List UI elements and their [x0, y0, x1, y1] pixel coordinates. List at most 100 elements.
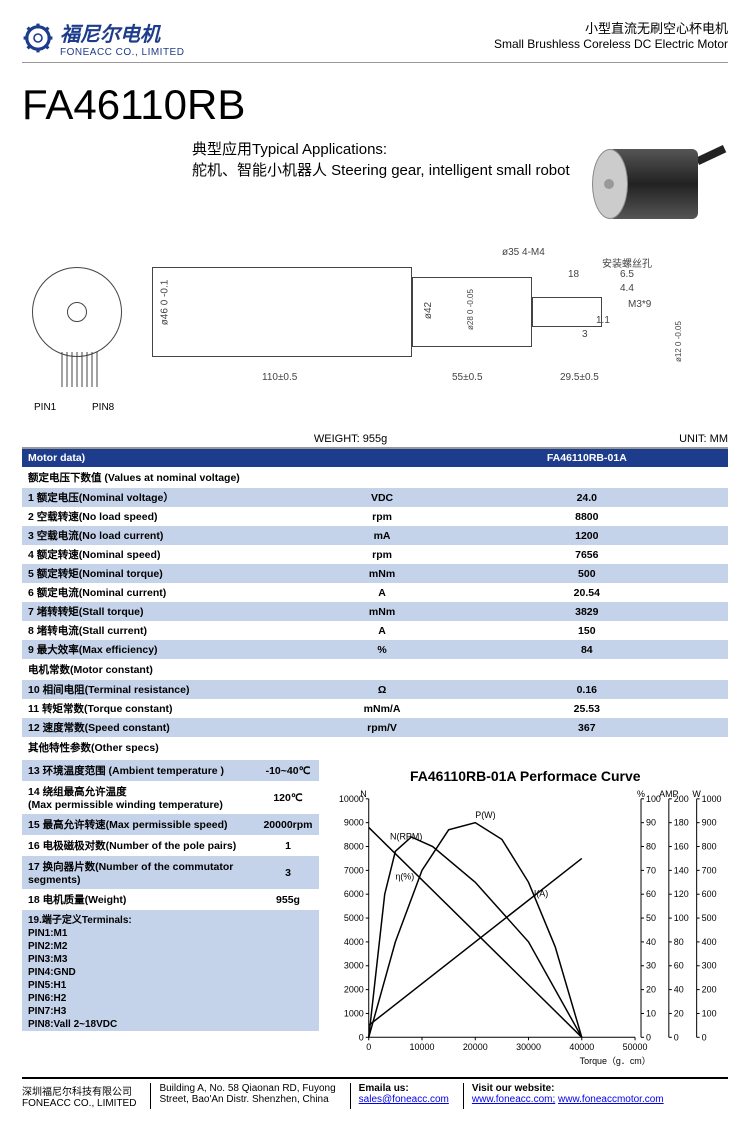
table-header-0: Motor data): [22, 449, 319, 467]
svg-text:100: 100: [701, 1008, 716, 1018]
dim-d18: 18: [568, 269, 579, 280]
applications-text: 典型应用Typical Applications: 舵机、智能小机器人 Stee…: [192, 139, 578, 181]
svg-text:N(RPM): N(RPM): [390, 831, 422, 841]
dim-d44: 4.4: [620, 283, 634, 294]
footer-company-cn: 深圳福尼尔科技有限公司: [22, 1083, 136, 1098]
table-header-2: FA46110RB-01A: [446, 449, 728, 467]
footer-web1-link[interactable]: www.foneacc.com;: [472, 1094, 555, 1105]
dim-phi42: ø42: [423, 302, 434, 319]
company-name-cn: 福尼尔电机: [60, 18, 184, 47]
svg-text:70: 70: [645, 865, 655, 875]
pin-row: PIN5:H1: [22, 979, 319, 992]
dim-phi46: ø46 0 -0.1: [159, 280, 170, 326]
svg-text:Torque（g．cm）: Torque（g．cm）: [579, 1056, 650, 1066]
svg-text:100: 100: [673, 913, 688, 923]
svg-text:7000: 7000: [343, 865, 363, 875]
table-row: 7 堵转转矩(Stall torque)mNm3829: [22, 602, 728, 621]
dim-d65: 6.5: [620, 269, 634, 280]
table-row: 14 绕组最高允许温度(Max permissible winding temp…: [22, 781, 319, 814]
svg-text:2000: 2000: [343, 985, 363, 995]
dim-phi35: ø35 4-M4: [502, 247, 545, 258]
svg-text:160: 160: [673, 841, 688, 851]
table-row: 12 速度常数(Speed constant)rpm/V367: [22, 718, 728, 737]
footer-email: Emaila us: sales@foneacc.com: [350, 1083, 449, 1109]
svg-text:40: 40: [673, 985, 683, 995]
svg-text:0: 0: [673, 1032, 678, 1042]
footer: 深圳福尼尔科技有限公司 FONEACC CO., LIMITED Buildin…: [22, 1077, 728, 1109]
dim-l295: 29.5±0.5: [560, 372, 599, 383]
motor-photo: [578, 139, 718, 239]
svg-text:90: 90: [645, 818, 655, 828]
svg-text:20: 20: [673, 1008, 683, 1018]
dim-screw: 安装螺丝孔: [602, 255, 652, 270]
svg-text:80: 80: [645, 841, 655, 851]
svg-text:120: 120: [673, 889, 688, 899]
svg-text:N: N: [360, 789, 366, 799]
svg-text:0: 0: [645, 1032, 650, 1042]
logo-block: 福尼尔电机 FONEACC CO., LIMITED: [22, 18, 184, 58]
svg-text:140: 140: [673, 865, 688, 875]
svg-text:500: 500: [701, 913, 716, 923]
svg-text:60: 60: [673, 961, 683, 971]
table-row: 4 额定转速(Nominal speed)rpm7656: [22, 545, 728, 564]
svg-text:30: 30: [645, 961, 655, 971]
svg-text:9000: 9000: [343, 818, 363, 828]
table-row: 8 堵转电流(Stall current)A150: [22, 621, 728, 640]
table-row: 2 空载转速(No load speed)rpm8800: [22, 507, 728, 526]
svg-text:200: 200: [673, 794, 688, 804]
table-row: 11 转矩常数(Torque constant)mNm/A25.53: [22, 699, 728, 718]
dim-d11: 1.1: [596, 315, 610, 326]
svg-text:5000: 5000: [343, 913, 363, 923]
svg-text:80: 80: [673, 937, 683, 947]
table-row: 6 额定电流(Nominal current)A20.54: [22, 583, 728, 602]
product-type-cn: 小型直流无刷空心杯电机: [494, 18, 728, 37]
svg-text:50: 50: [645, 913, 655, 923]
svg-text:η(%): η(%): [395, 872, 414, 882]
weight-label: WEIGHT: 955g: [314, 433, 387, 445]
svg-text:0: 0: [701, 1032, 706, 1042]
pin-row: PIN4:GND: [22, 966, 319, 979]
svg-text:900: 900: [701, 818, 716, 828]
product-title: FA46110RB: [22, 81, 728, 129]
performance-chart: FA46110RB-01A Performace Curve 010002000…: [319, 760, 728, 1071]
technical-drawing: PIN1 PIN8 ø46 0 -0.1 110±0.5 55±0.5 29.5…: [22, 247, 728, 427]
footer-web-label: Visit our website:: [472, 1083, 555, 1094]
applications-value: 舵机、智能小机器人 Steering gear, intelligent sma…: [192, 160, 578, 181]
svg-text:1000: 1000: [701, 794, 721, 804]
svg-text:0: 0: [366, 1042, 371, 1052]
svg-text:1000: 1000: [343, 1008, 363, 1018]
header-product-type: 小型直流无刷空心杯电机 Small Brushless Coreless DC …: [494, 18, 728, 51]
dim-l55: 55±0.5: [452, 372, 483, 383]
section-2: 电机常数(Motor constant): [22, 659, 728, 680]
svg-text:700: 700: [701, 865, 716, 875]
svg-text:60: 60: [645, 889, 655, 899]
dim-l110: 110±0.5: [262, 372, 297, 383]
pin-row: PIN3:M3: [22, 953, 319, 966]
footer-email-link[interactable]: sales@foneacc.com: [359, 1094, 449, 1105]
section-1: 额定电压下数值 (Values at nominal voltage): [22, 467, 728, 488]
footer-website: Visit our website: www.foneacc.com; www.…: [463, 1083, 664, 1109]
svg-text:%: %: [637, 789, 645, 799]
pin-row: PIN1:M1: [22, 927, 319, 940]
table-row: 9 最大效率(Max efficiency)%84: [22, 640, 728, 659]
svg-text:I(A): I(A): [533, 889, 547, 899]
table-row: 15 最高允许转速(Max permissible speed)20000rpm: [22, 814, 319, 835]
dim-phi12: ø12 0 -0.05: [674, 321, 683, 362]
footer-addr2: Street, Bao'An Distr. Shenzhen, China: [159, 1094, 335, 1105]
header: 福尼尔电机 FONEACC CO., LIMITED 小型直流无刷空心杯电机 S…: [22, 18, 728, 63]
svg-text:400: 400: [701, 937, 716, 947]
unit-label: UNIT: MM: [679, 433, 728, 445]
pin-row: PIN8:Vall 2~18VDC: [22, 1018, 319, 1031]
gear-logo-icon: [22, 22, 54, 54]
pin-row: PIN7:H3: [22, 1005, 319, 1018]
table-row: 3 空载电流(No load current)mA1200: [22, 526, 728, 545]
table-row: 16 电极磁极对数(Number of the pole pairs)1: [22, 835, 319, 856]
product-type-en: Small Brushless Coreless DC Electric Mot…: [494, 37, 728, 51]
applications-label: 典型应用Typical Applications:: [192, 139, 578, 160]
chart-title: FA46110RB-01A Performace Curve: [327, 768, 724, 784]
svg-text:8000: 8000: [343, 841, 363, 851]
footer-address: Building A, No. 58 Qiaonan RD, Fuyong St…: [150, 1083, 335, 1109]
table-row: 17 换向器片数(Number of the commutator segmen…: [22, 856, 319, 889]
footer-web2-link[interactable]: www.foneaccmotor.com: [558, 1094, 664, 1105]
svg-text:40: 40: [645, 937, 655, 947]
